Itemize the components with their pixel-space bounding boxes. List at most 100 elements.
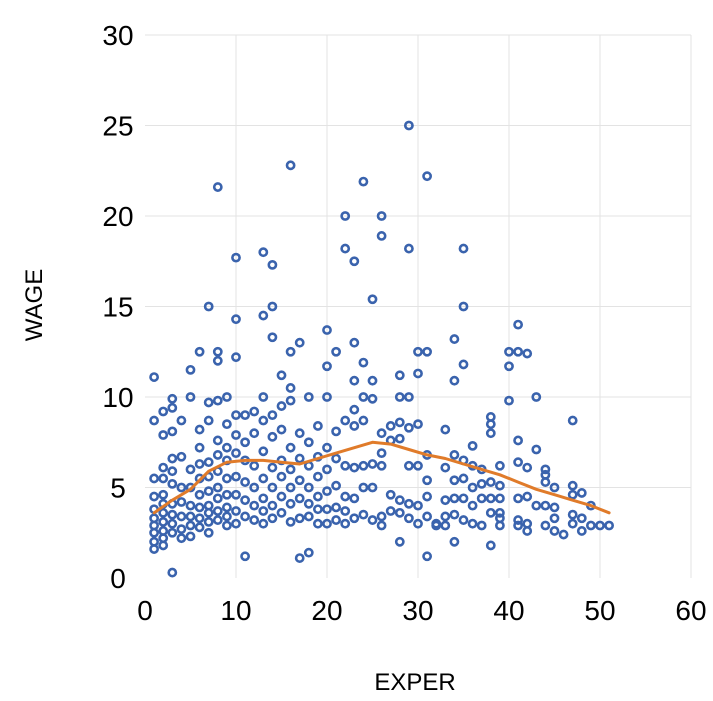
data-point [485, 428, 496, 439]
data-point [303, 498, 314, 509]
data-point [167, 426, 178, 437]
data-point [176, 497, 187, 507]
data-point [240, 477, 250, 487]
data-point [322, 518, 332, 529]
data-point [540, 477, 551, 487]
data-point [267, 431, 278, 442]
grid-lines [145, 34, 692, 578]
data-point [376, 428, 387, 439]
data-point [176, 533, 187, 544]
data-point [476, 478, 487, 489]
data-point [267, 410, 278, 420]
data-point [367, 294, 378, 305]
data-point [394, 417, 405, 428]
data-point [203, 507, 214, 518]
data-point [422, 346, 432, 357]
data-point [203, 301, 214, 312]
data-point [231, 430, 241, 440]
data-point [221, 489, 232, 500]
data-point [231, 489, 241, 500]
data-point [267, 462, 278, 473]
data-point [449, 450, 460, 460]
data-point [176, 482, 187, 493]
y-tick-label: 20 [102, 201, 133, 232]
data-point [240, 511, 250, 522]
data-point [212, 346, 223, 357]
data-point [267, 500, 278, 511]
data-point [285, 498, 296, 509]
data-point [176, 415, 187, 426]
data-point [203, 527, 214, 538]
data-point [540, 520, 551, 531]
data-point [303, 511, 314, 522]
data-point [340, 460, 351, 471]
data-point [467, 440, 478, 451]
data-point [576, 526, 587, 536]
data-point [494, 520, 505, 531]
data-point [449, 493, 460, 504]
data-point [358, 392, 369, 402]
data-point [413, 368, 423, 379]
data-point [194, 489, 205, 500]
data-point [349, 337, 360, 348]
data-point [303, 437, 314, 448]
data-point [294, 513, 305, 524]
data-point [167, 509, 178, 520]
y-tick-label: 30 [102, 20, 133, 51]
data-point [312, 421, 323, 431]
data-point [549, 513, 560, 524]
data-point [249, 428, 260, 439]
data-point [258, 392, 269, 402]
data-point [485, 540, 496, 551]
data-point [331, 453, 341, 464]
data-point [494, 507, 505, 518]
data-point [349, 421, 360, 431]
data-point [212, 506, 223, 516]
data-point [267, 482, 278, 493]
data-point [467, 518, 478, 529]
data-point [403, 120, 414, 131]
data-point [212, 493, 223, 504]
data-point [276, 507, 287, 518]
data-point [522, 348, 533, 359]
data-point [231, 252, 241, 263]
data-point [567, 518, 578, 529]
data-point [449, 509, 460, 520]
data-point [440, 495, 451, 506]
data-point [294, 475, 305, 486]
data-point [458, 301, 469, 312]
data-point [576, 513, 587, 524]
data-point [340, 491, 351, 502]
data-point [331, 502, 341, 513]
data-point [276, 370, 287, 381]
data-point [158, 473, 169, 484]
data-point [440, 462, 451, 473]
data-point [267, 513, 278, 524]
data-point [558, 529, 569, 540]
data-point [413, 500, 423, 511]
data-point [249, 482, 260, 493]
data-point [231, 506, 241, 516]
data-point [158, 462, 169, 473]
data-point [376, 520, 387, 531]
data-point [240, 551, 250, 562]
data-point [513, 346, 523, 357]
data-point [203, 457, 214, 468]
data-point [331, 426, 341, 437]
data-point [413, 346, 423, 357]
data-point [203, 415, 214, 426]
data-point [312, 504, 323, 515]
data-point [458, 243, 469, 254]
data-point [194, 459, 205, 469]
data-point [367, 482, 378, 493]
data-point [458, 515, 469, 525]
data-point [522, 462, 533, 473]
data-point [249, 406, 260, 417]
data-point [285, 383, 296, 393]
data-point [358, 176, 369, 187]
data-point [312, 491, 323, 502]
data-point [258, 518, 269, 529]
data-point [322, 464, 332, 475]
data-point [285, 442, 296, 453]
